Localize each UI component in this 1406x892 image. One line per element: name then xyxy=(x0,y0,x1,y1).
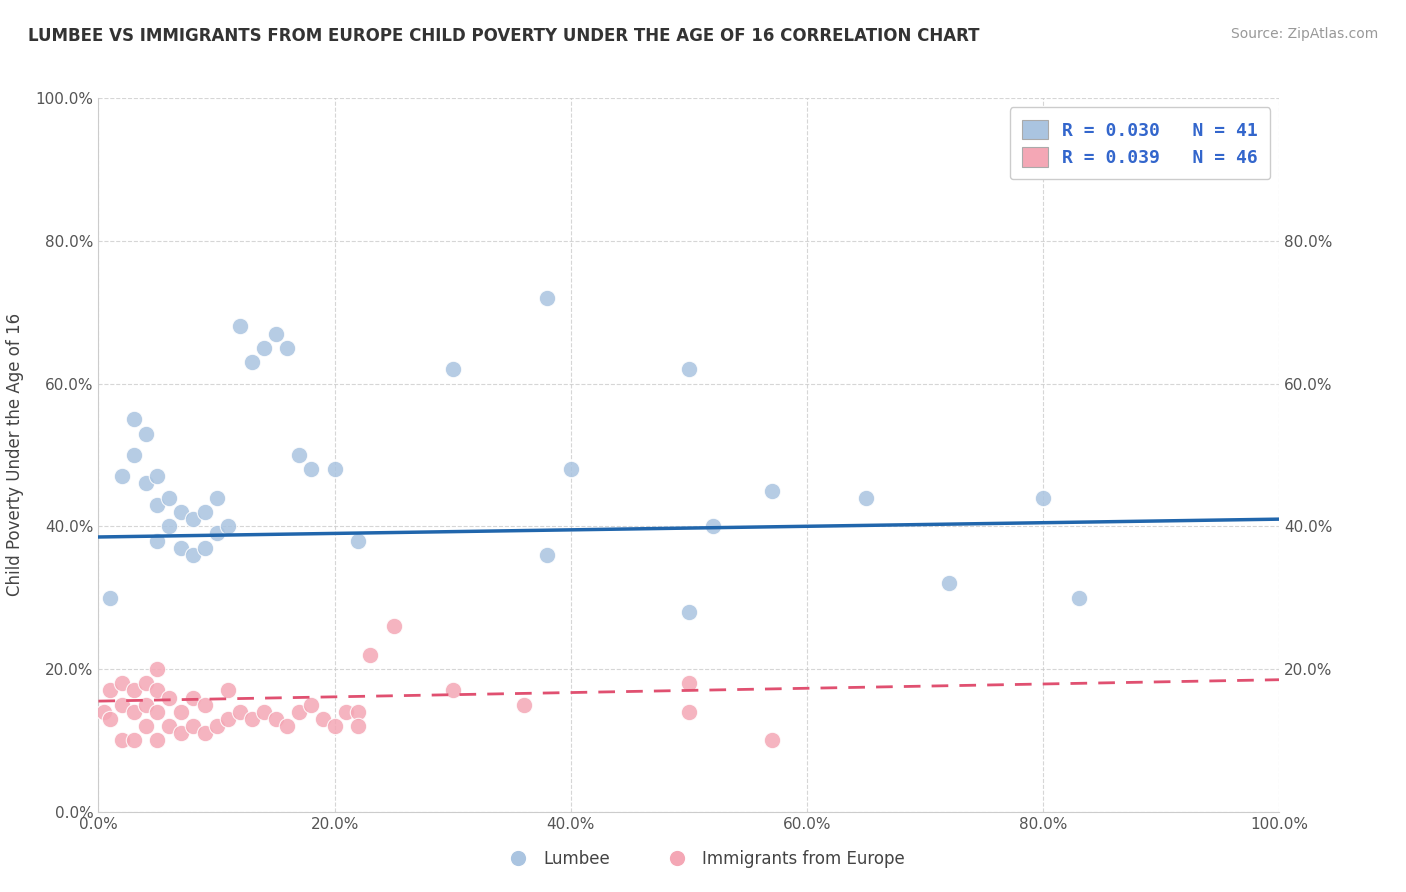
Point xyxy=(761,483,783,498)
Point xyxy=(335,705,357,719)
Point xyxy=(678,705,700,719)
Point xyxy=(205,719,228,733)
Point xyxy=(205,491,228,505)
Point xyxy=(299,462,322,476)
Point xyxy=(122,733,145,747)
Point xyxy=(288,705,311,719)
Text: Source: ZipAtlas.com: Source: ZipAtlas.com xyxy=(1230,27,1378,41)
Point xyxy=(135,476,157,491)
Point xyxy=(1032,491,1054,505)
Point xyxy=(170,705,193,719)
Point xyxy=(512,698,534,712)
Point xyxy=(678,362,700,376)
Point xyxy=(441,362,464,376)
Point xyxy=(194,726,217,740)
Point xyxy=(135,719,157,733)
Point xyxy=(146,533,169,548)
Point xyxy=(157,519,180,533)
Point xyxy=(146,469,169,483)
Point xyxy=(536,548,558,562)
Text: LUMBEE VS IMMIGRANTS FROM EUROPE CHILD POVERTY UNDER THE AGE OF 16 CORRELATION C: LUMBEE VS IMMIGRANTS FROM EUROPE CHILD P… xyxy=(28,27,980,45)
Point xyxy=(702,519,724,533)
Point xyxy=(122,448,145,462)
Point xyxy=(347,705,370,719)
Point xyxy=(276,719,298,733)
Legend: R = 0.030   N = 41, R = 0.039   N = 46: R = 0.030 N = 41, R = 0.039 N = 46 xyxy=(1010,107,1271,179)
Point xyxy=(157,690,180,705)
Point xyxy=(323,462,346,476)
Point xyxy=(135,676,157,690)
Point xyxy=(135,698,157,712)
Point xyxy=(288,448,311,462)
Point xyxy=(98,712,121,726)
Point xyxy=(157,491,180,505)
Point xyxy=(761,733,783,747)
Point xyxy=(560,462,582,476)
Point xyxy=(240,712,263,726)
Point xyxy=(146,683,169,698)
Point xyxy=(181,548,204,562)
Point xyxy=(146,662,169,676)
Point xyxy=(312,712,335,726)
Point xyxy=(181,719,204,733)
Legend: Lumbee, Immigrants from Europe: Lumbee, Immigrants from Europe xyxy=(495,844,911,875)
Point xyxy=(194,698,217,712)
Point xyxy=(264,712,287,726)
Point xyxy=(347,719,370,733)
Point xyxy=(240,355,263,369)
Point xyxy=(111,676,134,690)
Point xyxy=(205,526,228,541)
Point xyxy=(93,705,115,719)
Point xyxy=(170,726,193,740)
Point xyxy=(111,469,134,483)
Point xyxy=(135,426,157,441)
Point xyxy=(382,619,405,633)
Point xyxy=(181,690,204,705)
Point xyxy=(146,705,169,719)
Point xyxy=(678,676,700,690)
Point xyxy=(229,319,252,334)
Point xyxy=(678,605,700,619)
Point xyxy=(217,712,239,726)
Point xyxy=(217,519,239,533)
Point xyxy=(359,648,381,662)
Point xyxy=(98,591,121,605)
Point xyxy=(229,705,252,719)
Point xyxy=(122,412,145,426)
Point xyxy=(98,683,121,698)
Y-axis label: Child Poverty Under the Age of 16: Child Poverty Under the Age of 16 xyxy=(7,313,24,597)
Point xyxy=(253,705,276,719)
Point xyxy=(111,733,134,747)
Point xyxy=(855,491,877,505)
Point xyxy=(1067,591,1090,605)
Point xyxy=(441,683,464,698)
Point xyxy=(170,541,193,555)
Point xyxy=(299,698,322,712)
Point xyxy=(157,719,180,733)
Point xyxy=(217,683,239,698)
Point xyxy=(170,505,193,519)
Point xyxy=(181,512,204,526)
Point xyxy=(146,498,169,512)
Point xyxy=(276,341,298,355)
Point xyxy=(146,733,169,747)
Point xyxy=(122,683,145,698)
Point xyxy=(264,326,287,341)
Point xyxy=(938,576,960,591)
Point xyxy=(194,505,217,519)
Point xyxy=(347,533,370,548)
Point xyxy=(122,705,145,719)
Point xyxy=(323,719,346,733)
Point xyxy=(194,541,217,555)
Point xyxy=(253,341,276,355)
Point xyxy=(111,698,134,712)
Point xyxy=(536,291,558,305)
